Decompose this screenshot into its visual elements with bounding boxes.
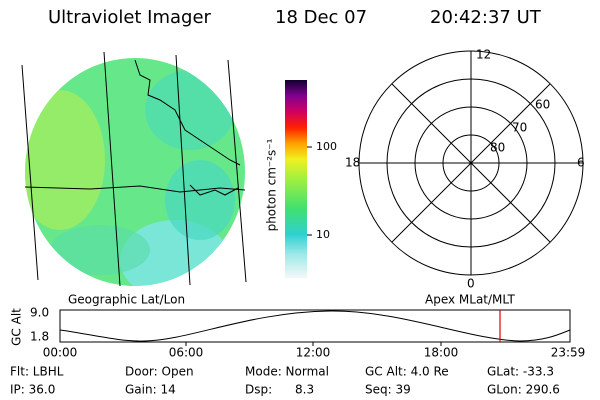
altitude-panel [59,309,571,346]
y-label: 1.8 [30,330,49,344]
axis-label: GC Alt [10,308,24,346]
mlat-label: 70 [512,121,527,135]
x-label: 06:00 [169,346,204,360]
colorbar-tick: 100 [316,140,337,153]
status-field: GLat: -33.3 [487,365,554,379]
status-field: Mode: Normal [245,365,329,379]
x-label: 00:00 [43,346,78,360]
image-label: Geographic Lat/Lon [68,293,185,307]
mlt-label: 6 [577,156,585,170]
mlt-label: 18 [345,156,360,170]
status-bar: Flt: LBHL Door: Open Mode: Normal GC Alt: 4… [10,365,560,397]
status-field: IP: 36.0 [10,383,55,397]
x-label: 12:00 [296,346,331,360]
colorbar-label: photon cm⁻²s⁻¹ [265,138,279,231]
status-field: Dsp: 8.3 [245,383,314,397]
time: 20:42:37 UT [430,7,542,28]
uv-image [21,51,247,287]
date: 18 Dec 07 [275,7,367,28]
status-field: Seq: 39 [365,383,411,397]
mlat-label: 60 [535,98,550,112]
mlat-label: 80 [490,141,505,155]
y-label: 9.0 [30,306,49,320]
status-field: GC Alt: 4.0 Re [365,365,449,379]
mlt-label: 0 [467,277,475,291]
polar-grid [358,50,584,276]
status-field: Door: Open [125,365,194,379]
status-field: Gain: 14 [125,383,176,397]
x-label: 23:59 [551,346,586,360]
status-field: GLon: 290.6 [487,383,560,397]
colorbar-tick: 10 [316,228,330,241]
status-field: Flt: LBHL [10,365,64,379]
colorbar [285,80,307,278]
title: Ultraviolet Imager [48,7,212,28]
x-label: 18:00 [424,346,459,360]
image-label: Apex MLat/MLT [425,293,515,307]
mlt-label: 12 [476,48,491,62]
